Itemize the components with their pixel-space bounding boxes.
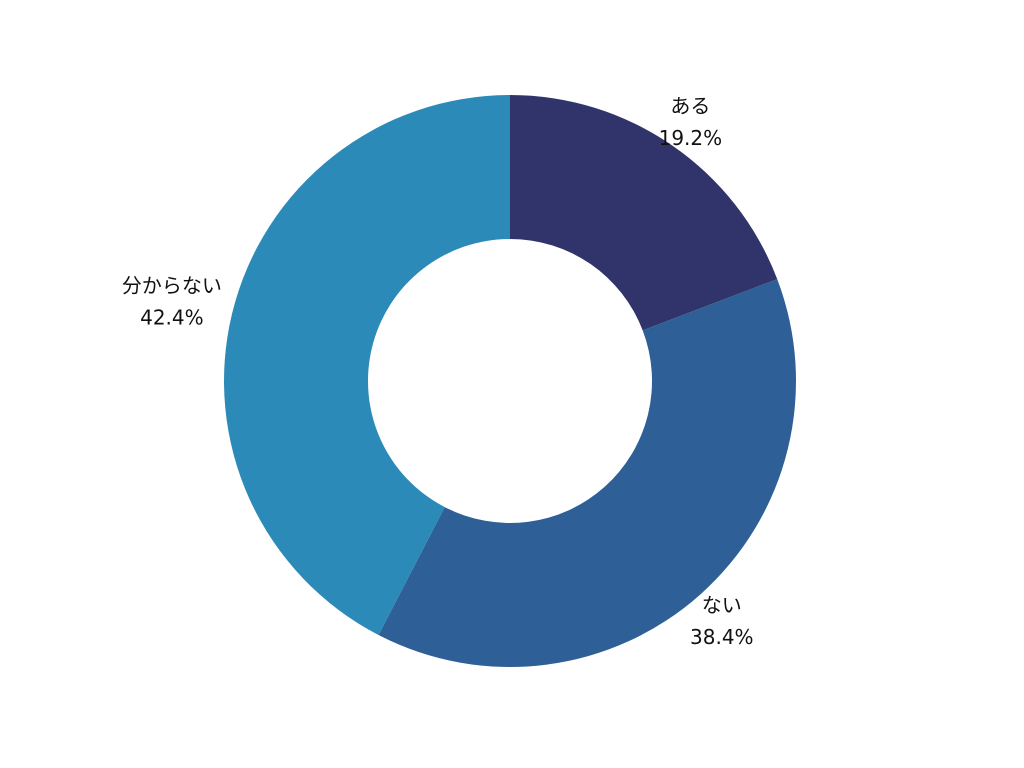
slice-label-2: 分からない 42.4% <box>122 274 222 330</box>
slice-label-value: 42.4% <box>140 306 204 330</box>
slice-label-name: ない <box>702 593 742 617</box>
slice-label-name: 分からない <box>122 274 222 298</box>
slice-label-value: 38.4% <box>690 625 754 649</box>
slice-label-1: ない 38.4% <box>690 593 754 649</box>
slice-labels: ある 19.2% ない 38.4% 分からない 42.4% <box>122 94 754 649</box>
slice-label-0: ある 19.2% <box>659 94 723 150</box>
donut-slices <box>224 95 796 667</box>
slice-label-value: 19.2% <box>659 126 723 150</box>
donut-slice-1 <box>378 279 796 667</box>
slice-label-name: ある <box>670 94 710 118</box>
donut-slice-0 <box>510 95 778 331</box>
donut-slice-2 <box>224 95 510 636</box>
